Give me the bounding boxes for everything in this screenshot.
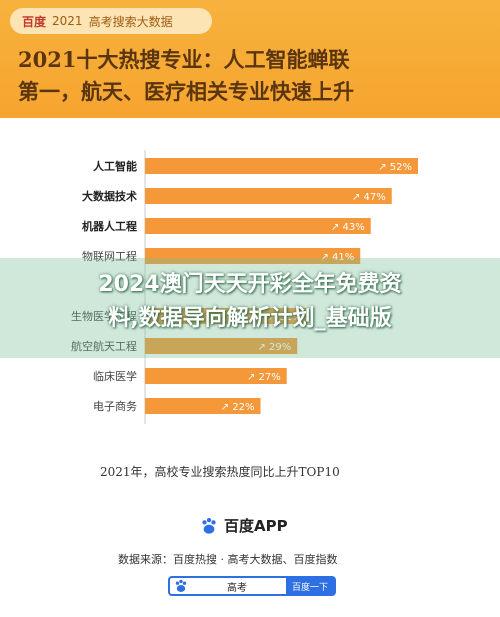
baidu-paw-icon xyxy=(202,517,216,534)
tag-brand: 百度 xyxy=(22,14,47,29)
value-label: ↗ 22% xyxy=(221,402,255,413)
bar xyxy=(145,218,371,234)
bar xyxy=(145,338,298,354)
header-banner: 百度 2021 高考搜索大数据 2021十大热搜专业：人工智能蝉联 第一，航天、… xyxy=(0,0,500,118)
category-label: 大数据技术 xyxy=(82,189,137,203)
overlay-line-2: 料,数据导向解析计划_基础版 xyxy=(108,306,392,331)
bar xyxy=(145,158,418,174)
value-label: ↗ 43% xyxy=(331,222,365,233)
bar-chart: 人工智能 ↗ 52% 大数据技术 ↗ 47% 机器人工程 ↗ 43% 物联网工程 ↗ 41% 生… xyxy=(71,150,418,424)
search-bar[interactable]: 高考 百度一下 xyxy=(168,576,336,596)
search-input[interactable]: 高考 xyxy=(226,582,247,594)
overlay-line-1: 2024澳门天天开彩全年免费资 xyxy=(98,272,402,297)
category-label: 临床医学 xyxy=(93,369,137,383)
category-label: 机器人工程 xyxy=(82,219,137,233)
value-label: ↗ 41% xyxy=(320,252,354,263)
chart-caption: 2021年，高校专业搜索热度同比上升TOP10 xyxy=(100,465,340,479)
app-name: 百度APP xyxy=(224,517,288,535)
category-label: 电子商务 xyxy=(93,399,137,413)
title-line-2: 第一，航天、医疗相关专业快速上升 xyxy=(18,79,354,104)
value-label: ↗ 52% xyxy=(378,162,412,173)
bar xyxy=(145,188,392,204)
bar xyxy=(145,248,361,264)
value-label: ↗ 27% xyxy=(247,372,281,383)
source-tag: 百度 2021 高考搜索大数据 xyxy=(10,8,212,34)
value-label: ↗ 47% xyxy=(352,192,386,203)
page-title: 2021十大热搜专业：人工智能蝉联 第一，航天、医疗相关专业快速上升 xyxy=(18,44,488,108)
bar xyxy=(145,398,261,414)
tag-year: 2021 xyxy=(52,14,83,28)
tag-text: 高考搜索大数据 xyxy=(88,14,173,29)
overlay-band xyxy=(0,258,500,358)
title-line-1: 2021十大热搜专业：人工智能蝉联 xyxy=(18,47,350,72)
category-label: 物联网工程 xyxy=(82,249,137,263)
app-logo: 百度APP xyxy=(200,515,288,536)
bar xyxy=(145,308,308,324)
category-label: 人工智能 xyxy=(93,159,137,173)
search-button[interactable]: 百度一下 xyxy=(285,578,334,594)
category-label: 航空航天工程 xyxy=(71,339,137,353)
value-label: ↗ 31% xyxy=(268,312,302,323)
category-label: 生物医学工程 xyxy=(71,309,137,323)
baidu-paw-icon xyxy=(175,579,187,592)
overlay-text: 2024澳门天天开彩全年免费资 料,数据导向解析计划_基础版 xyxy=(0,268,500,336)
value-label: ↗ 29% xyxy=(257,342,291,353)
data-source: 数据来源：百度热搜 · 高考大数据、百度指数 xyxy=(118,553,338,566)
bar xyxy=(145,368,287,384)
